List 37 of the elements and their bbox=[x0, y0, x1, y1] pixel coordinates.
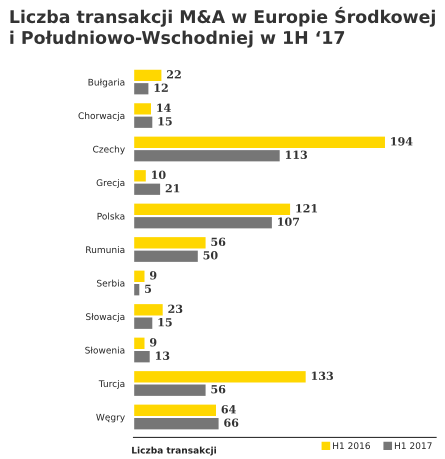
y-tick-label: Chorwacja bbox=[78, 112, 124, 121]
y-tick-label: Słowacja bbox=[86, 313, 124, 322]
y-tick-label: Serbia bbox=[96, 280, 124, 287]
data-label: 23 bbox=[168, 304, 182, 314]
data-label: 13 bbox=[156, 352, 170, 360]
data-label: 194 bbox=[391, 137, 413, 146]
data-label: 121 bbox=[296, 204, 318, 212]
data-label: 133 bbox=[312, 372, 334, 380]
data-label: 21 bbox=[166, 184, 180, 192]
data-label: 15 bbox=[158, 117, 172, 126]
y-tick-label: Turcja bbox=[98, 380, 124, 389]
data-label: 107 bbox=[278, 218, 300, 226]
data-label: 66 bbox=[224, 418, 238, 427]
data-label: 9 bbox=[150, 338, 156, 347]
data-label: 56 bbox=[211, 385, 226, 394]
data-label: 9 bbox=[150, 271, 156, 280]
data-label: 5 bbox=[145, 284, 152, 293]
y-tick-label: Rumunia bbox=[86, 246, 124, 254]
data-label: 50 bbox=[204, 251, 218, 260]
y-tick-label: Bułgaria bbox=[88, 78, 124, 88]
legend-label: H1 2017 bbox=[394, 442, 432, 450]
data-label: 14 bbox=[157, 104, 171, 112]
y-tick-label: Grecja bbox=[96, 179, 124, 188]
x-axis-title: Liczba transakcji bbox=[132, 446, 216, 456]
data-label: 22 bbox=[167, 70, 181, 78]
y-tick-label: Węgry bbox=[96, 414, 125, 422]
chart-title: Liczba transakcji M&A w Europie Środkowej i Południowo-Wschodniej w 1H ‘17 bbox=[10, 6, 435, 48]
data-label: 12 bbox=[154, 84, 168, 92]
data-label: 113 bbox=[286, 150, 308, 159]
y-tick-label: Słowenia bbox=[85, 346, 124, 354]
legend-label: H1 2016 bbox=[333, 442, 370, 450]
data-label: 10 bbox=[152, 170, 166, 180]
data-label: 64 bbox=[222, 405, 236, 414]
data-label: 56 bbox=[211, 238, 226, 246]
data-label: 15 bbox=[158, 318, 172, 326]
y-tick-label: Polska bbox=[98, 212, 124, 220]
y-tick-label: Czechy bbox=[93, 146, 125, 154]
